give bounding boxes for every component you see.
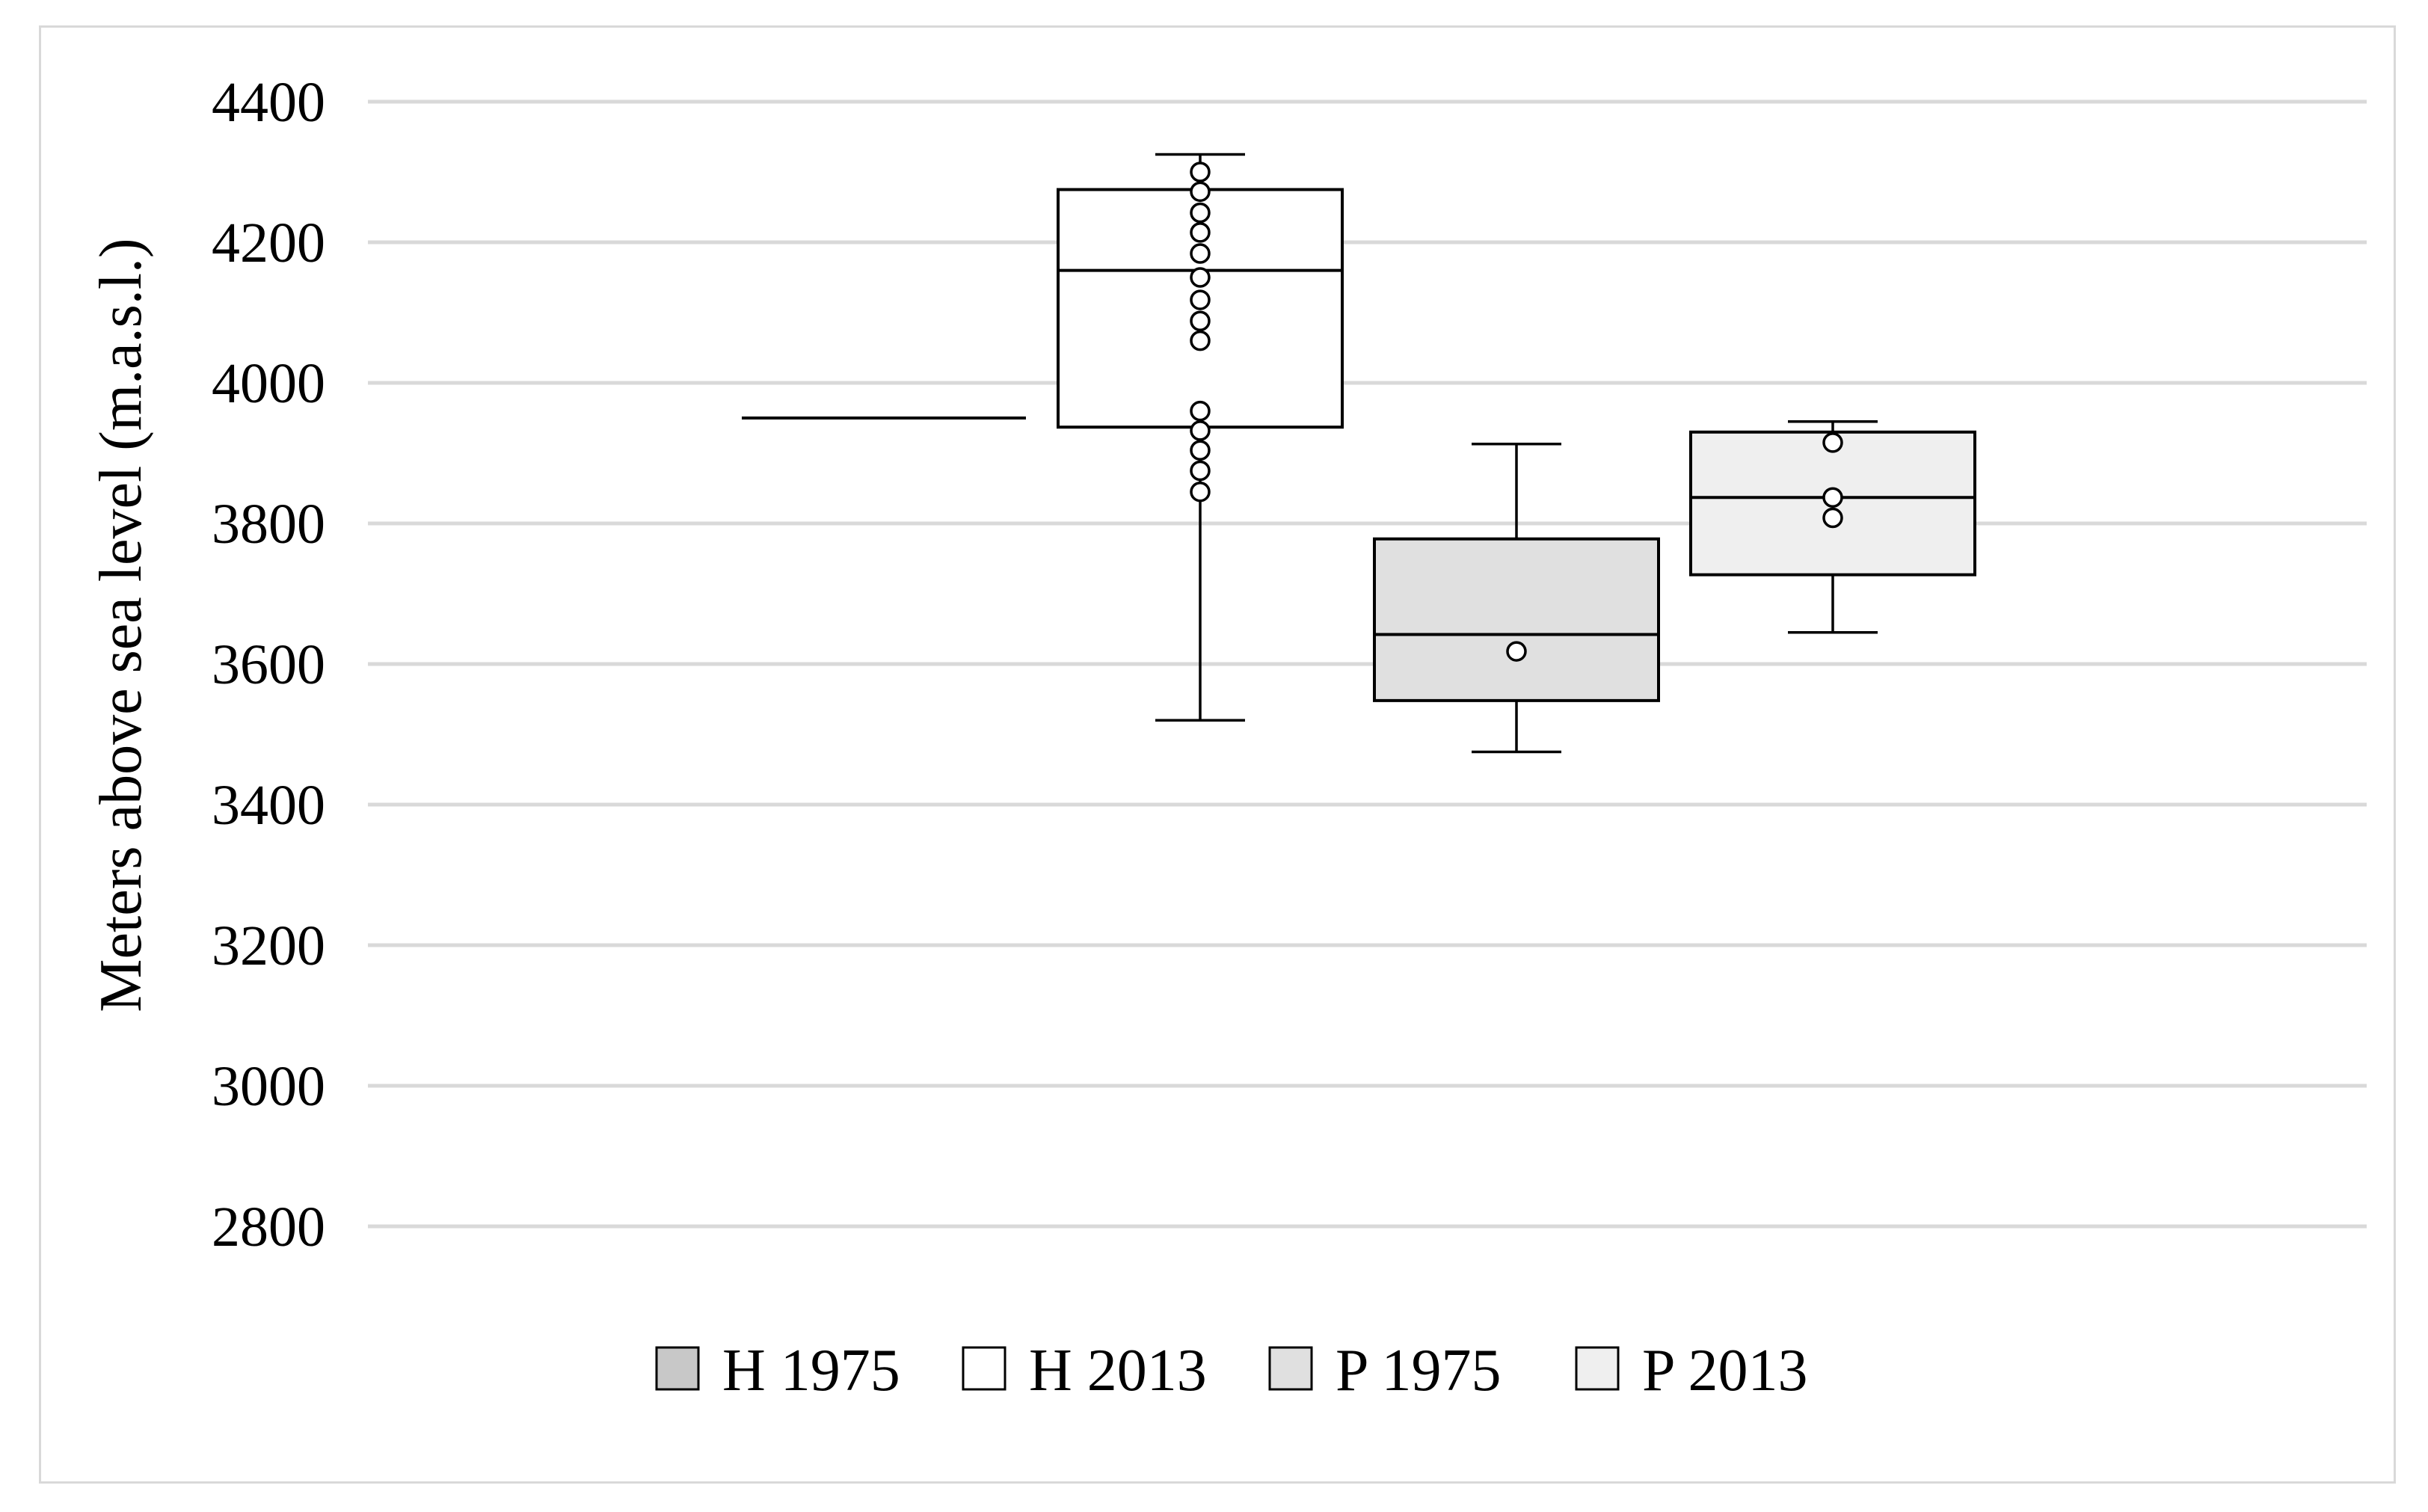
data-point bbox=[1190, 420, 1211, 441]
data-point bbox=[1190, 440, 1211, 461]
box bbox=[1373, 537, 1660, 702]
gridlines bbox=[368, 99, 2367, 1229]
legend-label: P 2013 bbox=[1642, 1338, 1808, 1404]
legend-swatch bbox=[1268, 1346, 1313, 1391]
data-point bbox=[1190, 267, 1211, 288]
y-tick-label: 2800 bbox=[212, 1196, 325, 1259]
y-tick-label: 4400 bbox=[212, 71, 325, 134]
legend-label: H 1975 bbox=[722, 1338, 900, 1404]
data-point bbox=[1190, 481, 1211, 503]
y-tick-label: 3400 bbox=[212, 774, 325, 837]
data-point bbox=[1190, 243, 1211, 264]
boxplots bbox=[742, 153, 1976, 754]
data-point bbox=[1822, 487, 1843, 508]
y-tick-label: 3000 bbox=[212, 1055, 325, 1118]
legend-label: P 1975 bbox=[1336, 1338, 1502, 1404]
boxplot-p-1975 bbox=[1373, 443, 1660, 754]
legend-label: H 2013 bbox=[1029, 1338, 1207, 1404]
data-point bbox=[1190, 162, 1211, 182]
y-tick-label: 3800 bbox=[212, 493, 325, 556]
data-point bbox=[1822, 507, 1843, 529]
data-point bbox=[1190, 222, 1211, 243]
y-axis-title: Meters above sea level (m.a.s.l.) bbox=[88, 238, 154, 1012]
legend-swatch bbox=[1575, 1346, 1620, 1391]
data-point bbox=[1190, 400, 1211, 422]
y-tick-label: 3600 bbox=[212, 633, 325, 696]
y-tick-label: 3200 bbox=[212, 915, 325, 977]
data-point bbox=[1190, 289, 1211, 310]
data-point bbox=[1506, 641, 1527, 662]
y-axis-ticks: 2800 3000 3200 3400 3600 3800 4000 4200 4400 bbox=[212, 71, 325, 1259]
data-point bbox=[1190, 460, 1211, 482]
legend-swatch bbox=[962, 1346, 1006, 1391]
data-point bbox=[1190, 330, 1211, 351]
data-point bbox=[1190, 181, 1211, 203]
data-point bbox=[1190, 202, 1211, 224]
legend: H 1975 H 2013 P 1975 P 2013 bbox=[655, 1338, 1808, 1404]
y-tick-label: 4200 bbox=[212, 212, 325, 274]
boxplot-p-2013 bbox=[1689, 420, 1976, 634]
boxplot-h-2013 bbox=[1057, 153, 1344, 722]
legend-swatch bbox=[655, 1346, 700, 1391]
data-point bbox=[1190, 310, 1211, 332]
y-tick-label: 4000 bbox=[212, 352, 325, 415]
data-point bbox=[1822, 432, 1843, 453]
